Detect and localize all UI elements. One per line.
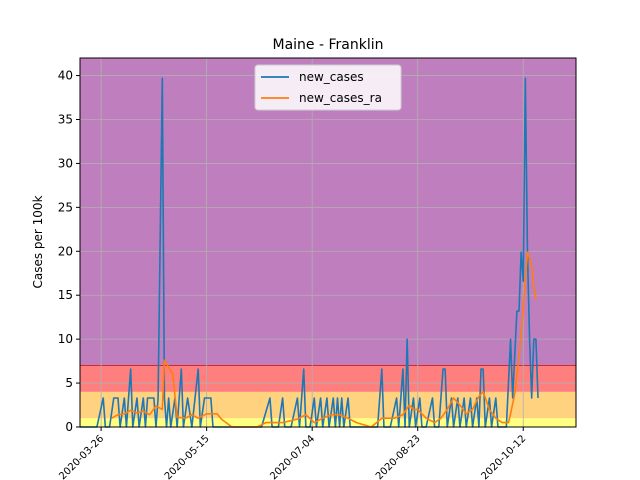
risk-band-2: [80, 365, 576, 392]
legend-label-new_cases: new_cases: [299, 70, 364, 84]
chart-title: Maine - Franklin: [273, 37, 384, 53]
legend-label-new_cases_ra: new_cases_ra: [299, 91, 382, 105]
plot-frame: [79, 57, 577, 428]
legend: new_cases new_cases_ra: [254, 64, 402, 111]
x-axis: 2020-03-26 2020-05-15 2020-07-04 2020-08-23…: [57, 427, 528, 480]
y-tick-label: 20: [58, 244, 73, 258]
x-tick-label: 2020-03-26: [57, 433, 106, 480]
y-tick-label: 15: [58, 288, 73, 302]
y-tick-label: 40: [58, 69, 73, 83]
y-tick-label: 10: [58, 332, 73, 346]
series-line-new_cases_ra: [111, 251, 537, 428]
y-tick-label: 5: [65, 376, 73, 390]
y-axis-title: Cases per 100k: [31, 195, 45, 288]
y-tick-label: 25: [58, 200, 73, 214]
x-tick-label: 2020-05-15: [163, 433, 212, 480]
risk-bands: [80, 58, 576, 427]
x-tick-label: 2020-08-23: [374, 433, 423, 480]
y-tick-label: 30: [58, 156, 73, 170]
y-tick-label: 35: [58, 113, 73, 127]
legend-box: [254, 64, 402, 111]
x-tick-label: 2020-10-12: [479, 433, 528, 480]
x-tick-label: 2020-07-04: [268, 433, 317, 480]
y-tick-label: 0: [65, 420, 73, 434]
y-axis: 0 5 10 15 20 25 30 35 40: [58, 69, 80, 434]
